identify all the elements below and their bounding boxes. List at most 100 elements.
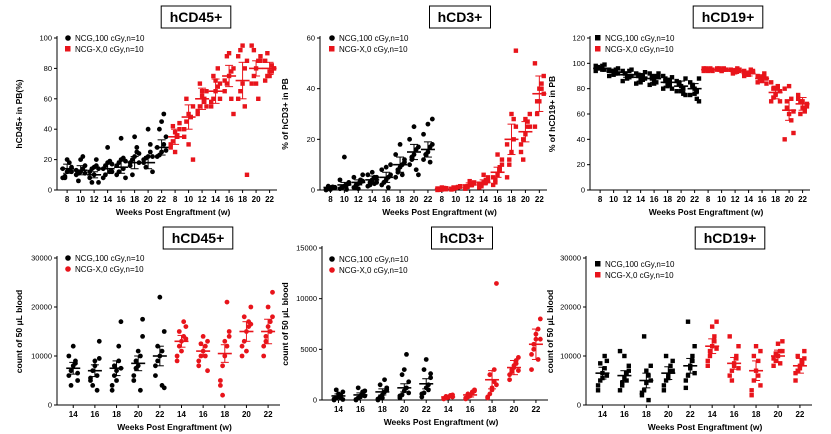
- y-tick-label: 60: [307, 34, 315, 43]
- data-point: [183, 336, 189, 342]
- data-point: [491, 367, 497, 372]
- chart-title-box: [692, 5, 764, 29]
- data-point: [710, 68, 715, 74]
- x-tick-label: 12: [623, 195, 632, 204]
- legend-label: NCG-X,0 cGy,n=10: [75, 265, 144, 274]
- legend-marker: [65, 266, 71, 272]
- x-tick-label: 16: [466, 405, 475, 414]
- data-point: [89, 180, 95, 185]
- data-point: [407, 162, 413, 168]
- data-point: [736, 344, 741, 349]
- data-point: [130, 172, 135, 178]
- data-point: [333, 387, 339, 393]
- x-tick-label: 20: [785, 195, 794, 204]
- data-point: [181, 319, 187, 325]
- data-point: [499, 162, 505, 167]
- data-point: [694, 89, 700, 94]
- data-point: [133, 358, 139, 364]
- data-point: [683, 76, 688, 81]
- data-point: [163, 134, 169, 140]
- data-point: [244, 58, 250, 63]
- legend-marker: [65, 255, 71, 261]
- data-point: [537, 316, 543, 322]
- data-point: [518, 142, 524, 147]
- data-point: [96, 180, 101, 185]
- data-point: [634, 81, 639, 86]
- data-point: [80, 154, 86, 159]
- x-tick-label: 14: [334, 405, 343, 414]
- data-point: [648, 363, 653, 368]
- data-point: [360, 389, 365, 395]
- y-tick-label: 30000: [560, 254, 581, 263]
- data-point: [529, 352, 534, 357]
- data-point: [471, 180, 477, 186]
- data-point: [541, 73, 546, 79]
- data-point: [127, 163, 133, 169]
- data-point: [495, 152, 500, 157]
- x-tick-label: 16: [117, 195, 126, 204]
- data-point: [593, 68, 598, 74]
- data-point: [749, 388, 754, 393]
- data-point: [773, 358, 778, 364]
- x-tick-label: 16: [90, 410, 99, 419]
- data-point: [539, 81, 544, 86]
- data-point: [123, 158, 128, 164]
- legend-label: NCG,100 cGy,n=10: [339, 34, 409, 43]
- y-tick-label: 5000: [300, 345, 317, 354]
- data-point: [620, 68, 625, 74]
- data-point: [641, 334, 647, 339]
- x-tick-label: 18: [752, 410, 761, 419]
- data-point: [646, 397, 651, 403]
- x-tick-label: 14: [177, 410, 186, 419]
- data-point: [346, 180, 352, 185]
- data-point: [490, 175, 496, 180]
- data-point: [174, 358, 180, 364]
- data-point: [656, 71, 661, 76]
- x-tick-label: 22: [422, 405, 431, 414]
- data-point: [775, 341, 781, 346]
- data-point: [82, 163, 88, 169]
- chart-title: hCD3+: [440, 230, 485, 246]
- x-tick-label: 22: [157, 195, 166, 204]
- legend-marker: [595, 272, 601, 278]
- data-point: [153, 373, 158, 378]
- data-point: [741, 73, 747, 79]
- x-tick-label: 16: [199, 410, 208, 419]
- data-point: [798, 111, 803, 117]
- data-point: [636, 72, 641, 77]
- data-point: [615, 71, 621, 76]
- data-point: [383, 164, 389, 170]
- data-point: [600, 63, 605, 69]
- data-point: [494, 281, 499, 286]
- x-tick-label: 18: [378, 405, 387, 414]
- data-point: [683, 385, 689, 391]
- data-point: [762, 71, 767, 76]
- data-point: [771, 356, 776, 361]
- data-point: [629, 73, 634, 79]
- x-tick-label: 18: [488, 405, 497, 414]
- data-point: [780, 348, 785, 354]
- data-point: [258, 58, 263, 63]
- x-tick-label: 12: [198, 195, 207, 204]
- data-point: [775, 86, 780, 91]
- data-point: [177, 127, 182, 132]
- data-point: [172, 149, 178, 155]
- data-point: [111, 363, 117, 369]
- data-point: [341, 154, 347, 160]
- data-point: [534, 111, 540, 117]
- x-tick-label: 8: [598, 195, 603, 204]
- data-point: [208, 104, 214, 109]
- x-tick-label: 22: [690, 195, 699, 204]
- x-axis-label: Weeks Post Engraftment (w): [384, 417, 499, 427]
- data-point: [804, 104, 810, 109]
- data-point: [661, 388, 667, 393]
- data-point: [755, 80, 760, 85]
- x-tick-label: 10: [609, 195, 618, 204]
- y-tick-label: 20000: [31, 303, 52, 312]
- data-point: [490, 182, 496, 188]
- legend-label: NCG-X,0 cGy,n=10: [339, 266, 408, 275]
- data-point: [360, 172, 366, 178]
- data-point: [263, 338, 269, 344]
- chart-panel-6: hCD19+ 0 10000 20000 30000 count of 50 μL blo…: [545, 226, 812, 432]
- data-point: [428, 371, 434, 377]
